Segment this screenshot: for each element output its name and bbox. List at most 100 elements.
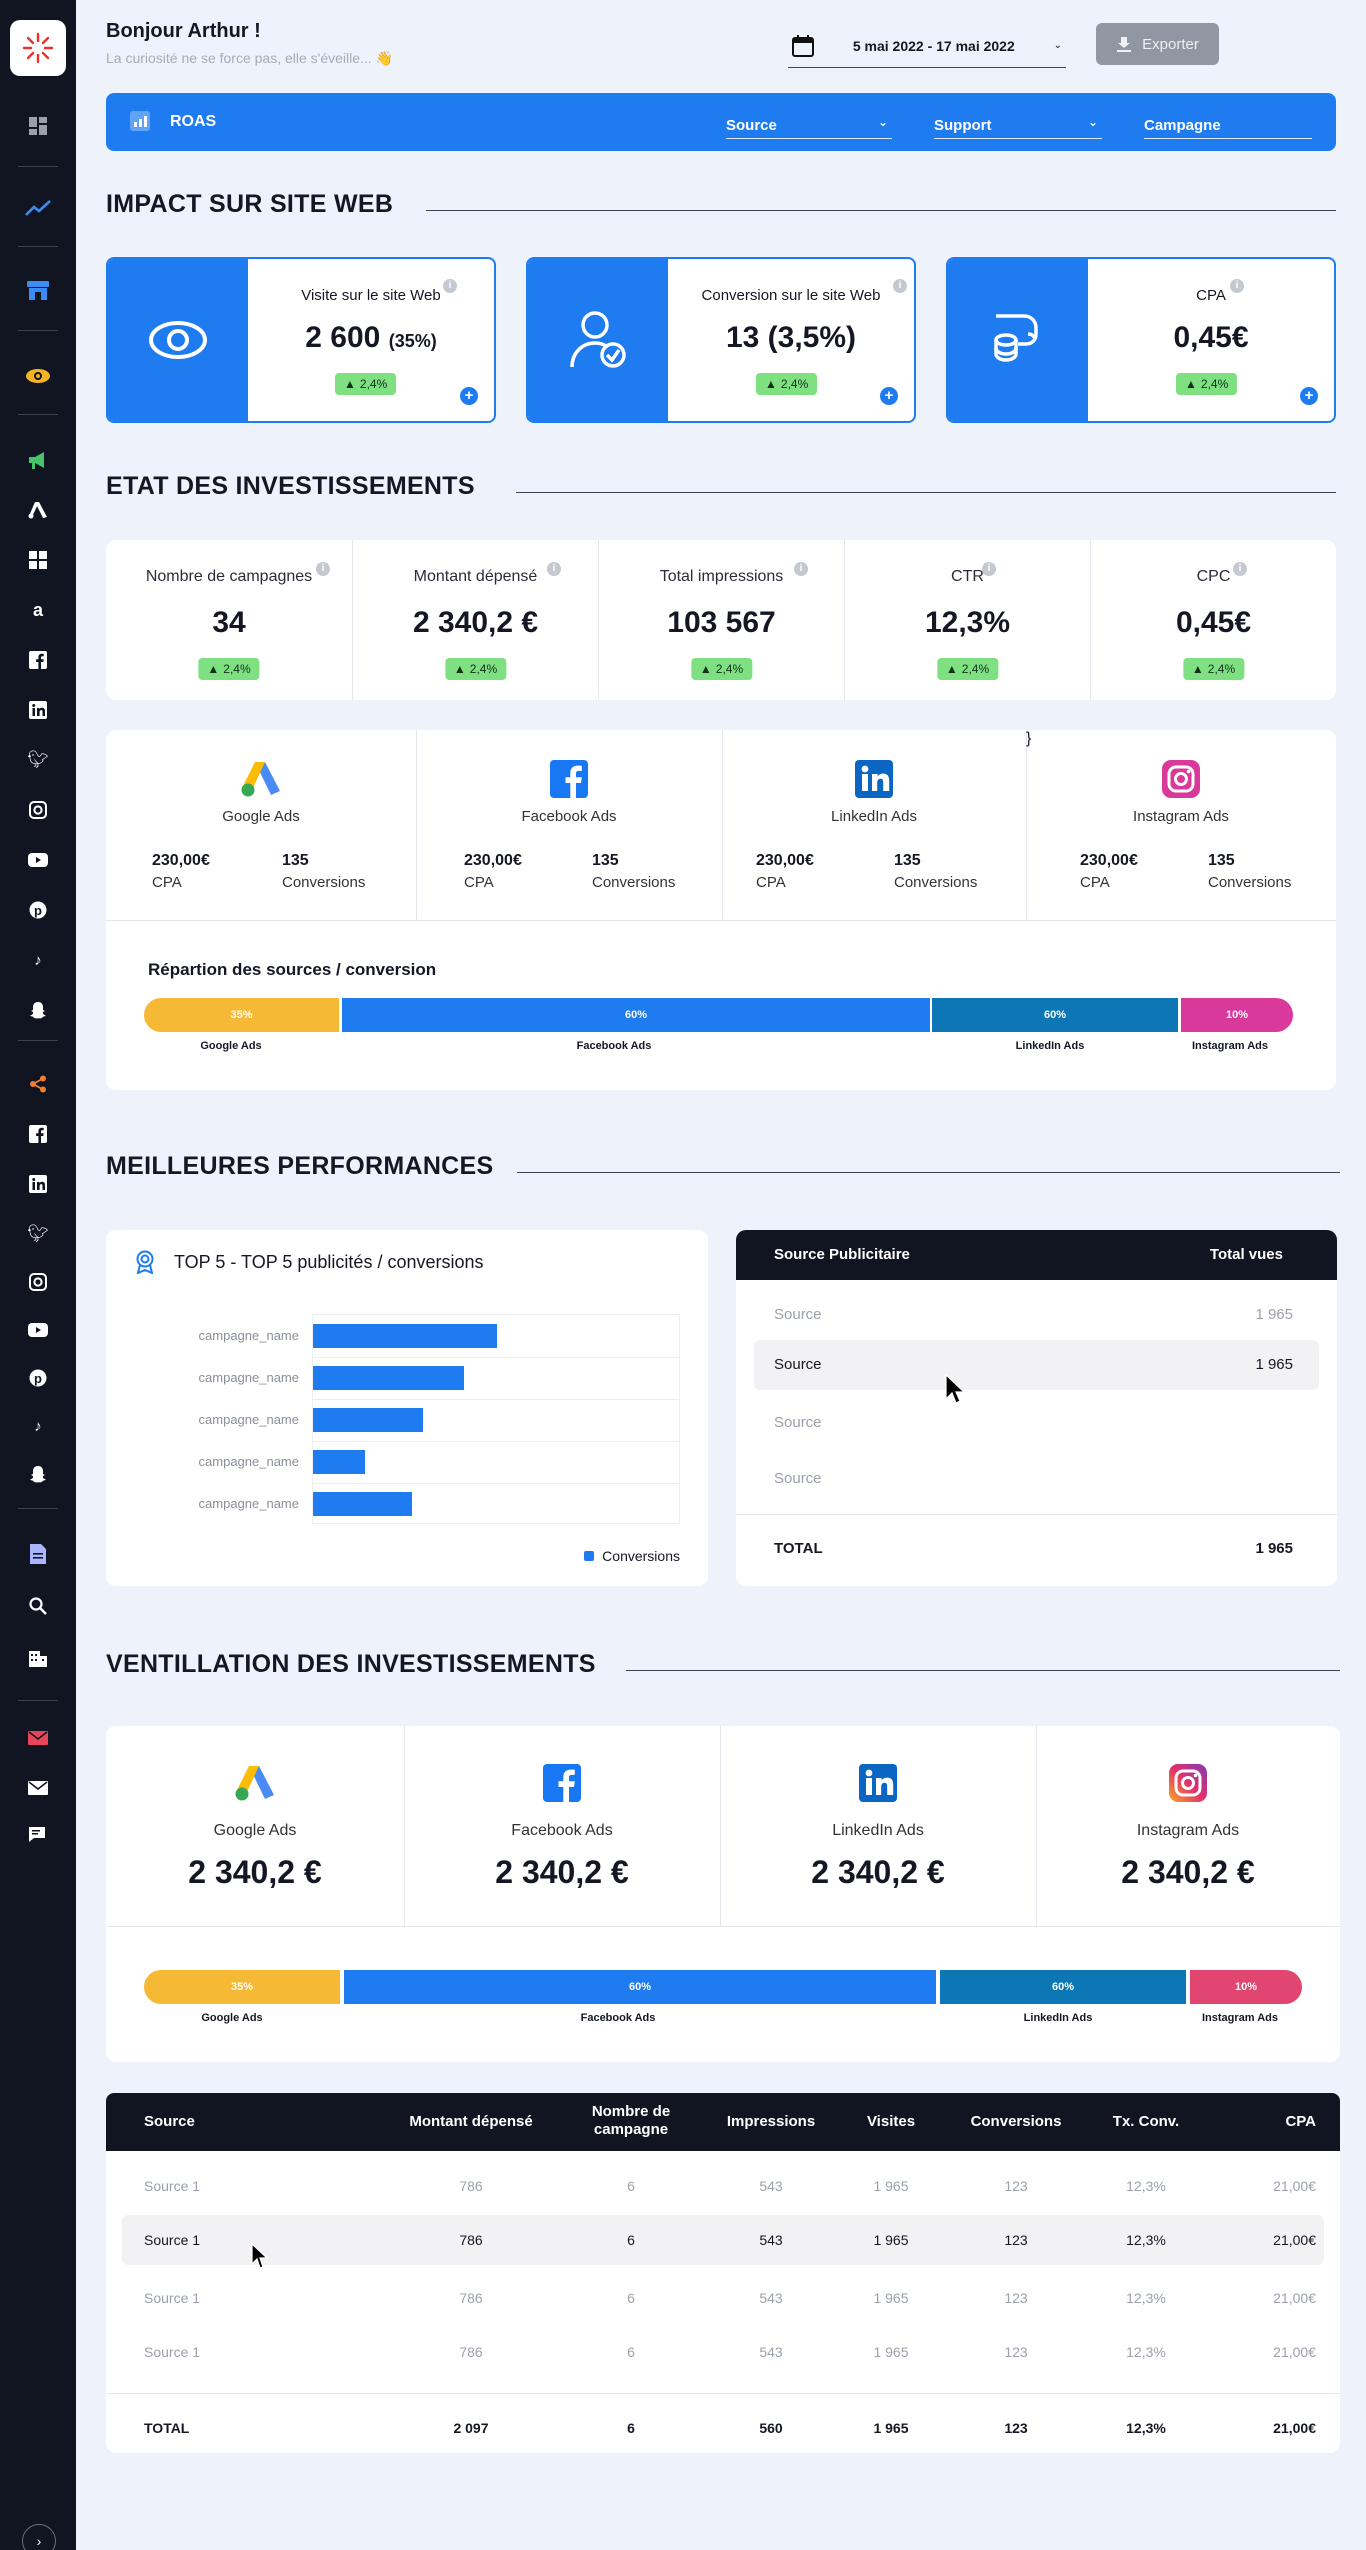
ventilation-segment-facebook[interactable]: 60%	[344, 1970, 936, 2004]
metric-label: CPC	[1196, 568, 1231, 585]
bar-2[interactable]	[313, 1366, 464, 1390]
app-logo[interactable]	[10, 20, 66, 76]
info-icon[interactable]: i	[1230, 279, 1244, 293]
info-icon[interactable]: i	[443, 279, 457, 293]
table-cell: 543	[759, 2178, 783, 2194]
info-icon[interactable]: i	[982, 562, 996, 576]
arrow-up-icon: ▲	[1191, 662, 1204, 676]
ventilation-segment-instagram[interactable]: 10%	[1190, 1970, 1302, 2004]
export-button[interactable]: Exporter	[1096, 23, 1219, 65]
arrow-up-icon: ▲	[945, 662, 958, 676]
store-icon[interactable]	[24, 276, 52, 304]
dashboard-icon[interactable]	[24, 112, 52, 140]
pinterest-icon[interactable]: p	[24, 1364, 52, 1392]
expand-sidebar-button[interactable]: ›	[22, 2524, 56, 2550]
share-icon[interactable]	[24, 1070, 52, 1098]
add-button[interactable]: +	[880, 387, 898, 405]
table-row[interactable]: Source 1 786 6 543 1 965 123 12,3% 21,00€	[106, 2327, 1340, 2377]
youtube-icon[interactable]	[24, 1316, 52, 1344]
repartition-segment-linkedin[interactable]: 60%	[932, 998, 1178, 1032]
campagne-select[interactable]: Campagne	[1144, 109, 1312, 139]
instagram-icon[interactable]	[24, 1268, 52, 1296]
table-cell: 543	[759, 2344, 783, 2360]
snapchat-icon[interactable]	[24, 1460, 52, 1488]
table-cell: Source 1	[144, 2232, 201, 2248]
linkedin-icon[interactable]	[24, 1170, 52, 1198]
microsoft-icon[interactable]	[24, 546, 52, 574]
bar-3[interactable]	[313, 1408, 424, 1432]
facebook-icon[interactable]	[24, 646, 52, 674]
ventilation-segment-linkedin[interactable]: 60%	[940, 1970, 1186, 2004]
twitter-icon[interactable]: 🐦︎	[27, 750, 49, 769]
category-label: campagne_name	[198, 1496, 299, 1511]
youtube-icon[interactable]	[24, 846, 52, 874]
facebook-icon[interactable]	[24, 1120, 52, 1148]
date-range-picker[interactable]: 5 mai 2022 - 17 mai 2022 ⌄	[788, 24, 1066, 68]
ventilation-linkedin-ads: LinkedIn Ads 2 340,2 €	[720, 1726, 1036, 1926]
mail-red-icon[interactable]	[24, 1724, 52, 1752]
add-button[interactable]: +	[460, 387, 478, 405]
table-row[interactable]: Source 1 786 6 543 1 965 123 12,3% 21,00€	[106, 2161, 1340, 2211]
info-icon[interactable]: i	[1233, 562, 1247, 576]
table-row-hovered[interactable]: Source 1 786 6 543 1 965 123 12,3% 21,00€	[122, 2215, 1324, 2265]
total-label: TOTAL	[774, 1540, 823, 1557]
metric-label: Total impressions	[659, 568, 784, 585]
arrow-up-icon: ▲	[207, 662, 220, 676]
hand-coins-icon	[994, 314, 1038, 362]
repartition-segment-instagram[interactable]: 10%	[1181, 998, 1293, 1032]
source-amount: 2 340,2 €	[188, 1854, 322, 1890]
source-cpa: 230,00€ CPA	[756, 852, 814, 891]
bar-5[interactable]	[313, 1492, 413, 1516]
search-icon[interactable]	[24, 1592, 52, 1620]
google-ads-icon[interactable]	[24, 496, 52, 524]
mail-icon[interactable]	[24, 1774, 52, 1802]
table-cell: 786	[459, 2344, 483, 2360]
ventilation-segment-google[interactable]: 35%	[144, 1970, 340, 2004]
chat-icon[interactable]	[24, 1822, 52, 1850]
svg-text:p: p	[34, 1371, 42, 1386]
table-row[interactable]: Source 1 786 6 543 1 965 123 12,3% 21,00€	[106, 2273, 1340, 2323]
table-row[interactable]: Source 1 965	[736, 1290, 1337, 1340]
chevron-right-icon: ›	[36, 2533, 42, 2549]
table-row[interactable]: Source	[736, 1398, 1337, 1448]
source-facebook-ads: Facebook Ads 230,00€ CPA 135 Conversions	[416, 730, 722, 920]
info-icon[interactable]: i	[547, 562, 561, 576]
instagram-icon	[1169, 1764, 1207, 1802]
snapchat-icon[interactable]	[24, 996, 52, 1024]
building-icon[interactable]	[24, 1644, 52, 1672]
mouse-cursor-icon	[945, 1374, 966, 1404]
trending-icon[interactable]	[24, 194, 52, 222]
tiktok-icon[interactable]: ♪	[34, 951, 42, 969]
info-icon[interactable]: i	[893, 279, 907, 293]
table-cell: 1 965	[873, 2344, 909, 2360]
table-row[interactable]: Source	[736, 1454, 1337, 1504]
conversions-label: Conversions	[282, 874, 366, 891]
document-icon[interactable]	[24, 1540, 52, 1568]
support-select[interactable]: Support ⌄	[934, 109, 1102, 139]
tiktok-icon[interactable]: ♪	[34, 1417, 42, 1435]
linkedin-icon[interactable]	[24, 696, 52, 724]
table-cell: 12,3%	[1126, 2178, 1166, 2194]
repartition-segment-google[interactable]: 35%	[144, 998, 339, 1032]
instagram-icon[interactable]	[24, 796, 52, 824]
bar-1[interactable]	[313, 1324, 497, 1348]
megaphone-icon[interactable]	[24, 446, 52, 474]
source-conversions: 135 Conversions	[282, 852, 365, 891]
repartition-title: Répartion des sources / conversion	[148, 960, 437, 979]
total-value: 1 965	[1255, 1540, 1293, 1557]
kpi-label: CPA	[1196, 287, 1226, 304]
info-icon[interactable]: i	[316, 562, 330, 576]
bar-4[interactable]	[313, 1450, 365, 1474]
amazon-icon[interactable]: a	[32, 599, 43, 620]
pinterest-icon[interactable]: p	[24, 896, 52, 924]
twitter-icon[interactable]: 🐦︎	[27, 1224, 49, 1243]
segment-label: Facebook Ads	[580, 2012, 656, 2024]
info-icon[interactable]: i	[794, 562, 808, 576]
col-header: Tx. Conv.	[1112, 2113, 1180, 2130]
source-select[interactable]: Source ⌄	[726, 109, 892, 139]
add-button[interactable]: +	[1300, 387, 1318, 405]
repartition-segment-facebook[interactable]: 60%	[342, 998, 930, 1032]
table-row-hovered[interactable]: Source 1 965	[754, 1340, 1319, 1390]
eye-icon[interactable]	[24, 362, 52, 390]
linkedin-icon	[855, 760, 893, 798]
